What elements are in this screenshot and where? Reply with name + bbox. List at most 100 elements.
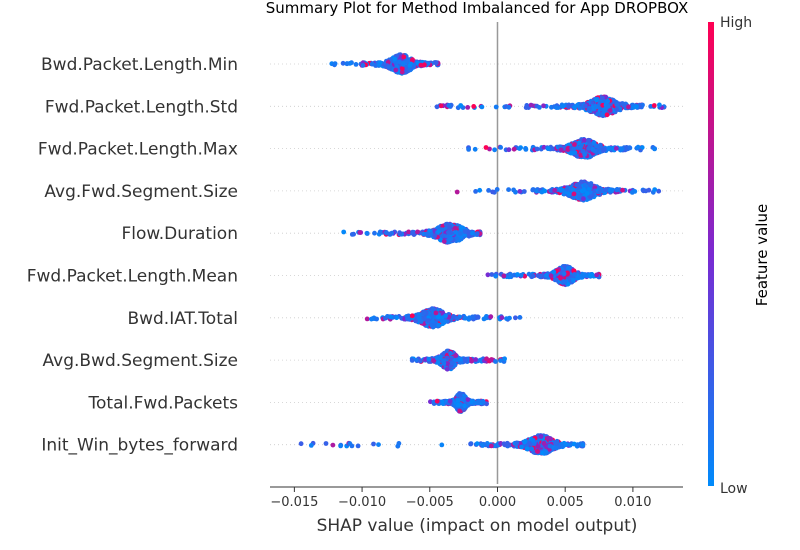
shap-point [440, 233, 446, 239]
shap-point [657, 102, 662, 108]
shap-point [504, 440, 510, 446]
shap-point [357, 230, 363, 235]
shap-point [457, 408, 463, 414]
shap-point [515, 272, 520, 277]
shap-point [433, 60, 439, 66]
shap-point [410, 229, 415, 235]
shap-point [506, 147, 512, 153]
shap-point [444, 366, 450, 372]
feature-label: Bwd.IAT.Total [127, 309, 238, 329]
shap-point [534, 448, 540, 454]
shap-point [450, 360, 455, 366]
shap-point [486, 188, 491, 193]
shap-point [308, 443, 314, 448]
x-tick-label: −0.005 [406, 495, 454, 510]
shap-point [528, 102, 534, 108]
shap-point [494, 187, 500, 192]
shap-point [652, 187, 658, 193]
shap-point [582, 138, 587, 143]
shap-point [521, 189, 527, 194]
shap-point [621, 103, 627, 108]
shap-point [492, 147, 497, 153]
shap-point [501, 273, 507, 279]
shap-point [591, 140, 597, 146]
shap-point [451, 314, 456, 319]
shap-point [462, 358, 468, 364]
shap-point [436, 322, 441, 328]
shap-point [530, 438, 536, 443]
shap-point [517, 146, 522, 151]
shap-point [562, 279, 568, 285]
colorbar-gradient [708, 22, 714, 486]
shap-point [477, 187, 483, 193]
shap-point [548, 273, 554, 279]
shap-point [426, 318, 431, 323]
shap-point [529, 446, 535, 452]
shap-point [506, 187, 511, 193]
shap-point [441, 239, 447, 244]
shap-point [581, 187, 587, 193]
shap-point [457, 231, 463, 237]
shap-point [455, 402, 461, 408]
shap-point [395, 443, 401, 449]
shap-point [349, 232, 355, 237]
shap-point [614, 106, 620, 112]
shap-point [418, 319, 424, 324]
shap-point [455, 398, 461, 403]
shap-point [601, 147, 607, 152]
shap-point [576, 194, 582, 200]
shap-point [397, 230, 402, 236]
shap-point [480, 399, 486, 405]
shap-point [394, 315, 399, 321]
shap-point [543, 449, 548, 454]
shap-point [554, 105, 559, 110]
shap-point [454, 189, 460, 195]
shap-point [462, 229, 468, 234]
shap-point [466, 315, 472, 321]
feature-label: Init_Win_bytes_forward [41, 436, 238, 456]
shap-point [442, 319, 447, 324]
shap-point [463, 315, 468, 321]
shap-point [415, 229, 420, 235]
shap-point [458, 103, 464, 108]
shap-point [493, 359, 498, 364]
shap-point [613, 146, 619, 151]
shap-point [558, 275, 563, 281]
shap-point [386, 65, 392, 70]
shap-point [517, 315, 523, 320]
shap-point [571, 278, 576, 283]
shap-point [439, 442, 445, 448]
shap-point [355, 443, 361, 449]
shap-point [369, 316, 374, 322]
shap-point [441, 358, 447, 363]
shap-point [641, 188, 646, 194]
shap-point [535, 273, 541, 278]
shap-point [470, 230, 475, 236]
shap-point [541, 440, 547, 446]
shap-point [566, 103, 572, 109]
colorbar-title: Feature value [753, 204, 771, 306]
colorbar-high-label: High [720, 15, 752, 31]
shap-point [614, 102, 620, 107]
shap-point [519, 444, 524, 450]
shap-point [498, 145, 503, 150]
shap-point [435, 314, 441, 320]
shap-point [582, 152, 587, 157]
shap-point [552, 277, 558, 283]
shap-point [377, 229, 383, 235]
shap-point [447, 398, 453, 404]
shap-point [488, 314, 494, 320]
shap-point [452, 225, 458, 231]
shap-point [397, 59, 402, 65]
shap-point [523, 146, 529, 152]
shap-point [594, 97, 599, 103]
shap-point [499, 315, 505, 321]
shap-point [651, 103, 657, 108]
shap-point [504, 316, 509, 321]
shap-point [603, 94, 609, 100]
shap-point [422, 62, 427, 68]
shap-point [507, 271, 513, 277]
shap-point [586, 137, 591, 143]
shap-point [332, 61, 338, 66]
shap-point [595, 111, 601, 117]
